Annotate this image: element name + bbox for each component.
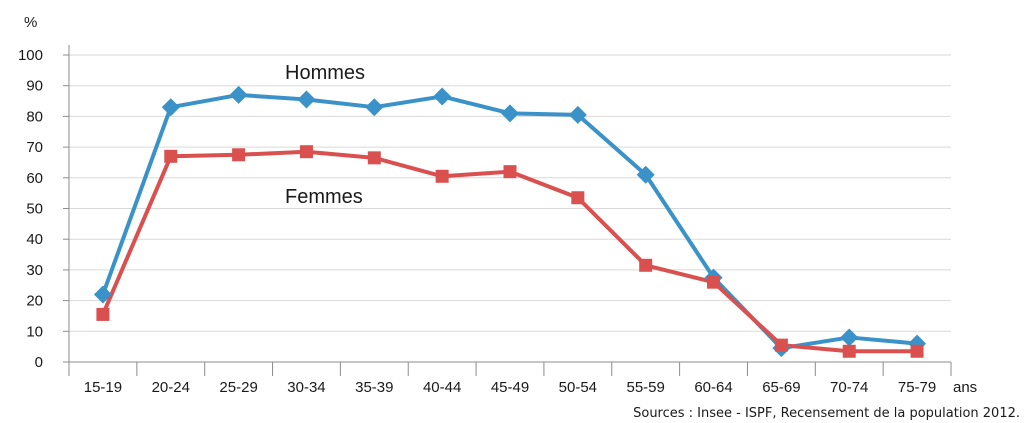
xtick-label-60-64: 60-64 xyxy=(694,379,732,396)
xtick-label-50-54: 50-54 xyxy=(559,379,597,396)
series-label-hommes: Hommes xyxy=(285,62,365,84)
xtick-label-75-79: 75-79 xyxy=(898,379,936,396)
point-femmes-15-19 xyxy=(96,307,110,321)
point-femmes-60-64 xyxy=(707,275,721,289)
point-femmes-30-34 xyxy=(299,145,313,159)
ytick-label-30: 30 xyxy=(26,262,43,279)
point-hommes-50-54 xyxy=(568,105,587,124)
point-femmes-75-79 xyxy=(910,344,924,358)
ytick-label-60: 60 xyxy=(26,170,43,187)
xtick-label-70-74: 70-74 xyxy=(830,379,868,396)
point-hommes-35-39 xyxy=(365,98,384,117)
x-axis-unit: ans xyxy=(953,379,977,396)
ytick-label-90: 90 xyxy=(26,78,43,95)
point-hommes-45-49 xyxy=(501,104,519,123)
point-hommes-15-19 xyxy=(93,285,112,304)
point-femmes-40-44 xyxy=(435,169,449,183)
ytick-label-10: 10 xyxy=(26,323,43,340)
point-hommes-20-24 xyxy=(161,98,180,117)
ytick-label-100: 100 xyxy=(18,47,43,64)
xtick-label-30-34: 30-34 xyxy=(287,379,325,396)
xtick-label-20-24: 20-24 xyxy=(152,379,190,396)
series-line-femmes xyxy=(101,149,918,354)
point-hommes-55-59 xyxy=(636,165,655,184)
point-femmes-70-74 xyxy=(842,344,856,358)
xtick-label-35-39: 35-39 xyxy=(355,379,393,396)
point-hommes-70-74 xyxy=(840,328,859,347)
point-hommes-40-44 xyxy=(433,87,452,106)
source-note: Sources : Insee - ISPF, Recensement de l… xyxy=(633,406,1020,421)
axes xyxy=(63,45,952,376)
point-femmes-50-54 xyxy=(571,191,585,205)
series-line-hommes xyxy=(101,92,918,351)
point-femmes-45-49 xyxy=(503,165,517,179)
ytick-label-0: 0 xyxy=(35,354,43,371)
point-hommes-25-29 xyxy=(229,85,248,104)
xtick-label-25-29: 25-29 xyxy=(219,379,257,396)
series-markers xyxy=(93,85,927,358)
point-femmes-55-59 xyxy=(639,258,653,272)
series-label-femmes: Femmes xyxy=(285,186,363,208)
xtick-label-55-59: 55-59 xyxy=(627,379,665,396)
point-femmes-35-39 xyxy=(367,151,381,165)
point-hommes-30-34 xyxy=(297,90,316,109)
ytick-label-40: 40 xyxy=(26,231,43,248)
xtick-label-15-19: 15-19 xyxy=(84,379,122,396)
xtick-label-40-44: 40-44 xyxy=(423,379,461,396)
series-lines xyxy=(101,92,918,354)
ytick-label-80: 80 xyxy=(26,108,43,125)
y-axis-unit: % xyxy=(24,14,37,31)
tick-labels: 0 10 20 30 40 50 60 70 80 90 100% 15-19 20-24 25-29 30… xyxy=(18,14,977,396)
ytick-label-20: 20 xyxy=(26,293,43,310)
ytick-label-50: 50 xyxy=(26,201,43,218)
xtick-label-45-49: 45-49 xyxy=(491,379,529,396)
point-femmes-20-24 xyxy=(164,149,178,163)
xtick-label-65-69: 65-69 xyxy=(762,379,800,396)
point-femmes-65-69 xyxy=(774,338,788,352)
ytick-label-70: 70 xyxy=(26,139,43,156)
point-femmes-25-29 xyxy=(232,148,246,162)
